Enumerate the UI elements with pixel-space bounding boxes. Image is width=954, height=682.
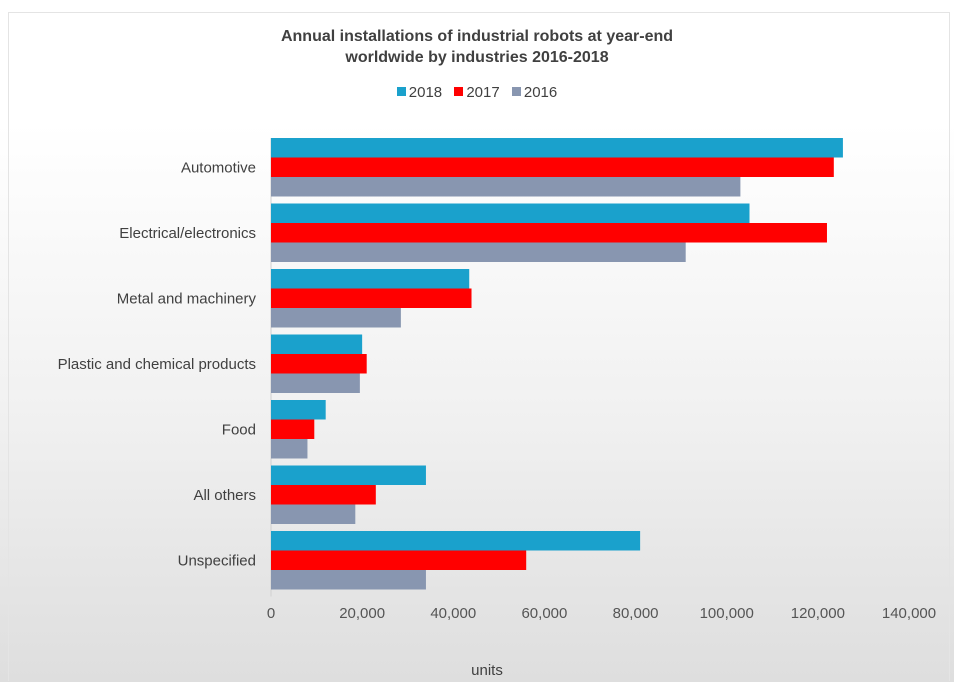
legend-swatch-2016 bbox=[511, 87, 521, 96]
x-tick-label-140000: 140,000 bbox=[882, 605, 936, 622]
x-tick-label-0: 0 bbox=[267, 605, 275, 622]
bar-electrical-electronics-2018 bbox=[271, 203, 750, 223]
x-tick-label-20000: 20,000 bbox=[339, 605, 385, 622]
bar-electrical-electronics-2017 bbox=[271, 223, 827, 243]
x-tick-label-60000: 60,000 bbox=[521, 605, 567, 622]
bar-automotive-2018 bbox=[271, 138, 843, 158]
bars-group bbox=[271, 138, 843, 590]
bar-automotive-2016 bbox=[271, 177, 741, 197]
bar-metal-and-machinery-2018 bbox=[271, 269, 470, 289]
chart-legend: 2018 2017 2016 bbox=[0, 84, 954, 101]
chart-title-line-2: worldwide by industries 2016-2018 bbox=[345, 49, 609, 66]
category-label-unspecified: Unspecified bbox=[178, 552, 256, 569]
bar-unspecified-2018 bbox=[271, 531, 641, 551]
bar-plastic-and-chemical-products-2016 bbox=[271, 373, 360, 393]
legend-label-2017: 2017 bbox=[466, 84, 500, 101]
category-label-all-others: All others bbox=[193, 487, 256, 504]
bar-unspecified-2017 bbox=[271, 550, 527, 570]
category-label-electrical-electronics: Electrical/electronics bbox=[119, 225, 256, 242]
bar-all-others-2016 bbox=[271, 504, 356, 524]
bar-plastic-and-chemical-products-2018 bbox=[271, 334, 363, 354]
bar-unspecified-2016 bbox=[271, 570, 426, 590]
chart-frame bbox=[8, 12, 950, 681]
bar-electrical-electronics-2016 bbox=[271, 242, 686, 262]
legend-label-2018: 2018 bbox=[408, 84, 443, 101]
legend-swatch-2018 bbox=[396, 87, 406, 96]
legend-label-2016: 2016 bbox=[523, 84, 558, 101]
bar-food-2018 bbox=[271, 400, 326, 420]
x-tick-label-100000: 100,000 bbox=[700, 605, 754, 622]
x-tick-labels: 0 20,000 40,000 60,000 80,000 100,000 120,000 1… bbox=[267, 605, 936, 622]
legend-item-2017: 2017 bbox=[454, 84, 500, 101]
bar-plastic-and-chemical-products-2017 bbox=[271, 354, 367, 374]
chart-title-line-1: Annual installations of industrial robot… bbox=[280, 28, 674, 45]
bar-food-2016 bbox=[271, 439, 308, 459]
category-label-metal-and-machinery: Metal and machinery bbox=[117, 290, 257, 307]
bar-metal-and-machinery-2017 bbox=[271, 288, 472, 308]
x-axis-label: units bbox=[0, 662, 954, 679]
category-labels: Automotive Electrical/electronics Metal an… bbox=[58, 159, 257, 569]
chart-title: Annual installations of industrial robot… bbox=[0, 26, 954, 68]
x-tick-label-40000: 40,000 bbox=[430, 605, 476, 622]
category-label-plastic-and-chemical-products: Plastic and chemical products bbox=[58, 356, 256, 373]
bar-all-others-2017 bbox=[271, 485, 376, 505]
category-label-food: Food bbox=[222, 421, 256, 438]
legend-swatch-2017 bbox=[454, 87, 464, 96]
category-label-automotive: Automotive bbox=[181, 159, 256, 176]
legend-item-2018: 2018 bbox=[396, 84, 443, 101]
x-tick-label-80000: 80,000 bbox=[613, 605, 659, 622]
bar-food-2017 bbox=[271, 419, 315, 439]
x-axis-label-text: units bbox=[471, 662, 503, 679]
bar-metal-and-machinery-2016 bbox=[271, 308, 401, 328]
legend-item-2016: 2016 bbox=[511, 84, 558, 101]
bar-all-others-2018 bbox=[271, 465, 426, 485]
x-tick-label-120000: 120,000 bbox=[791, 605, 845, 622]
bar-automotive-2017 bbox=[271, 157, 834, 177]
